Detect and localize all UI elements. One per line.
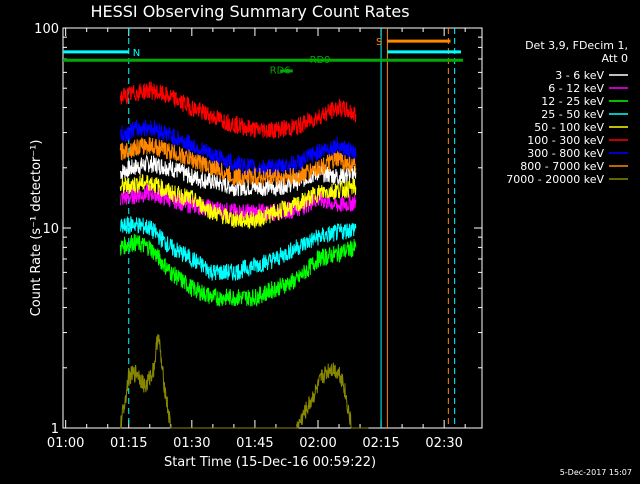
- legend-entry-label: 7000 - 20000 keV: [506, 173, 604, 186]
- legend-entry-label: 25 - 50 keV: [541, 108, 604, 121]
- series-line: [120, 216, 357, 281]
- legend-entry-label: 50 - 100 keV: [534, 121, 604, 134]
- legend-entry-label: 100 - 300 keV: [527, 134, 604, 147]
- x-tick-label: 01:45: [236, 436, 273, 451]
- legend-entry-label: 300 - 800 keV: [527, 147, 604, 160]
- chart-title: HESSI Observing Summary Count Rates: [90, 2, 409, 21]
- y-tick-label: 1: [51, 422, 59, 437]
- x-tick-label: 02:00: [299, 436, 336, 451]
- plot-date-stamp: 5-Dec-2017 15:07: [560, 468, 632, 477]
- series-line: [119, 234, 357, 308]
- legend-entry-label: 800 - 7000 keV: [520, 160, 604, 173]
- series-line: [119, 174, 357, 230]
- series-line: [119, 154, 357, 197]
- x-axis-label: Start Time (15-Dec-16 00:59:22): [164, 455, 376, 470]
- legend-entry-label: 12 - 25 keV: [541, 95, 604, 108]
- x-tick-label: 02:15: [362, 436, 399, 451]
- series-line: [119, 137, 357, 186]
- x-tick-label: 02:30: [425, 436, 462, 451]
- legend-title: Att 0: [602, 52, 628, 65]
- x-tick-label: 01:30: [173, 436, 210, 451]
- y-axis-label: Count Rate (s⁻¹ detector⁻¹): [29, 140, 44, 317]
- annotation-label: N: [133, 48, 140, 59]
- annotation-label: RD9: [310, 55, 331, 66]
- x-tick-label: 01:15: [110, 436, 147, 451]
- x-tick-label: 01:00: [47, 436, 84, 451]
- legend-title: Det 3,9, FDecim 1,: [525, 39, 628, 52]
- legend-entry-label: 6 - 12 keV: [548, 82, 604, 95]
- y-tick-label: 100: [34, 22, 59, 37]
- annotation-label: RD6: [270, 66, 291, 77]
- series-line: [119, 81, 357, 139]
- y-tick-label: 10: [42, 222, 59, 237]
- axes: 1 10 100 01:00 01:15 01:30 01:45 02:00 02:15 02:3…: [34, 22, 483, 451]
- annotation-label: S: [376, 37, 382, 48]
- series-line: [120, 334, 369, 429]
- plot-area: N S RD9 RD6: [63, 28, 464, 429]
- legend-entry-label: 3 - 6 keV: [555, 69, 604, 82]
